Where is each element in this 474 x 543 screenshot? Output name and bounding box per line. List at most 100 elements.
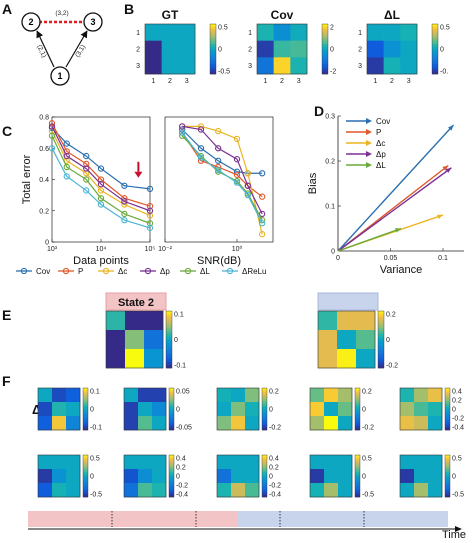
heatmap-frame	[216, 454, 260, 498]
y-tick-label: 0	[45, 240, 49, 247]
d-legend-label-Cov: Cov	[376, 117, 390, 126]
colorbar-segment	[210, 54, 216, 57]
heatmap-cell-1-1	[318, 311, 338, 331]
colorbar-segment	[262, 486, 267, 489]
colorbar-tick-label: 2	[330, 25, 334, 32]
colorbar-segment	[432, 24, 438, 27]
d-x-tick-label: 0.05	[384, 255, 398, 262]
x-tick-label: 10⁻²	[158, 246, 172, 253]
colorbar-segment	[355, 425, 360, 429]
colorbar-segment	[378, 353, 384, 357]
d-y-tick-label: 0.1	[325, 204, 335, 211]
heatmap-cell-3-3	[400, 57, 418, 75]
colorbar-segment	[262, 457, 267, 460]
col-tick-label: 2	[280, 78, 284, 85]
heatmap-b-dl: ΔL 1 2 3 1 2 3 0.5 0 -0.	[358, 8, 450, 85]
colorbar-segment	[262, 411, 267, 414]
colorbar-segment	[445, 467, 450, 470]
heatmap-cell-2-2	[324, 469, 339, 484]
heatmap-cell-2-2	[231, 402, 246, 417]
state-2-header	[317, 292, 379, 311]
colorbar-segment	[355, 404, 360, 408]
colorbar-segment	[322, 41, 328, 45]
series-line-Δp	[182, 125, 263, 215]
colorbar-segment	[169, 455, 174, 458]
heatmap-cell-3-3	[66, 483, 81, 498]
colorbar-segment	[355, 465, 360, 468]
colorbar-segment	[169, 469, 174, 473]
colorbar-segment	[322, 39, 328, 42]
heatmap-cell-2-1	[38, 469, 53, 484]
colorbar-segment	[169, 394, 174, 397]
heatmap-cell-3-1	[38, 483, 53, 498]
heatmap-cell-2-3	[245, 469, 260, 484]
heatmap-cell-2-3	[152, 402, 167, 417]
colorbar-segment	[210, 26, 216, 30]
colorbar-segment	[445, 471, 450, 475]
colorbar-tick-label: 0.2	[362, 389, 372, 396]
heatmap-cell-3-1	[217, 483, 232, 498]
colorbar-segment	[445, 478, 450, 481]
colorbar-segment	[83, 476, 88, 479]
f-dl-row: 0.5 0 -0.5 0.4 0.2 0 -0.2 -0.4 0.4 0.2 0 -0.2 -0.4 0.…	[37, 454, 464, 499]
heatmap-cell-3-1	[400, 416, 415, 431]
colorbar-segment	[83, 419, 88, 422]
colorbar-tick-label: -0.1	[90, 425, 102, 432]
colorbar-segment	[169, 490, 174, 494]
node-2-label: 2	[28, 17, 33, 27]
heatmap-title: ΔL	[384, 8, 400, 22]
heatmap-frame	[366, 23, 418, 75]
legend-label-Δc: Δc	[118, 267, 127, 276]
colorbar-segment	[83, 463, 88, 466]
colorbar-segment	[355, 388, 360, 391]
data-point-Cov	[121, 182, 128, 189]
colorbar-segment	[83, 396, 88, 399]
annotation-arrow-head	[134, 171, 143, 178]
colorbar-segment	[378, 356, 384, 360]
colorbar-segment	[445, 482, 450, 485]
colorbar-tick-label: 0.2	[452, 398, 462, 405]
y-tick-label: 0.2	[39, 208, 49, 215]
colorbar-segment	[169, 461, 174, 464]
colorbar-segment	[83, 484, 88, 487]
colorbar-segment	[210, 41, 216, 45]
colorbar-segment	[445, 486, 450, 489]
data-point-Δp	[48, 123, 56, 130]
d-legend-label-Δp: Δp	[376, 150, 386, 159]
y-axis-label: Total error	[21, 154, 33, 204]
colorbar-segment	[355, 421, 360, 424]
heatmap-cell-2-3	[338, 402, 353, 417]
heatmap-cell-1-3	[428, 455, 443, 470]
data-point-ΔReLu	[63, 173, 70, 180]
colorbar-segment	[355, 455, 360, 458]
heatmap-cell-2-1	[367, 40, 384, 58]
heatmap-frame	[256, 23, 308, 75]
colorbar-segment	[432, 44, 438, 47]
row-tick-label: 3	[136, 63, 140, 70]
d-arrowhead-Δp	[445, 167, 452, 173]
heatmap-cell-2-3	[245, 402, 260, 417]
heatmap-cell-2-3	[152, 469, 167, 484]
colorbar-tick-label: 0.4	[176, 456, 186, 463]
heatmap-cell-2-2	[125, 330, 145, 350]
colorbar-segment	[169, 459, 174, 462]
colorbar-segment	[322, 54, 328, 57]
data-point-P	[233, 171, 241, 178]
data-point-Δp	[233, 156, 241, 163]
colorbar-segment	[169, 406, 174, 410]
colorbar-segment	[262, 476, 267, 479]
colorbar-tick-label: 0.1	[90, 389, 100, 396]
colorbar-segment	[378, 350, 384, 355]
colorbar-segment	[262, 415, 267, 418]
heatmap-cell-1-1	[217, 455, 232, 470]
colorbar-segment	[83, 478, 88, 481]
heatmap-title: Cov	[271, 8, 294, 22]
colorbar-segment	[432, 56, 438, 60]
colorbar-segment	[169, 465, 174, 468]
heatmap-cell-1-1	[400, 388, 415, 403]
heatmap-cell-1-3	[66, 455, 81, 470]
heatmap-cell-2-3	[356, 330, 376, 350]
colorbar-segment	[169, 390, 174, 393]
timeline-arrowhead	[455, 526, 462, 532]
plot-frame	[164, 116, 274, 243]
